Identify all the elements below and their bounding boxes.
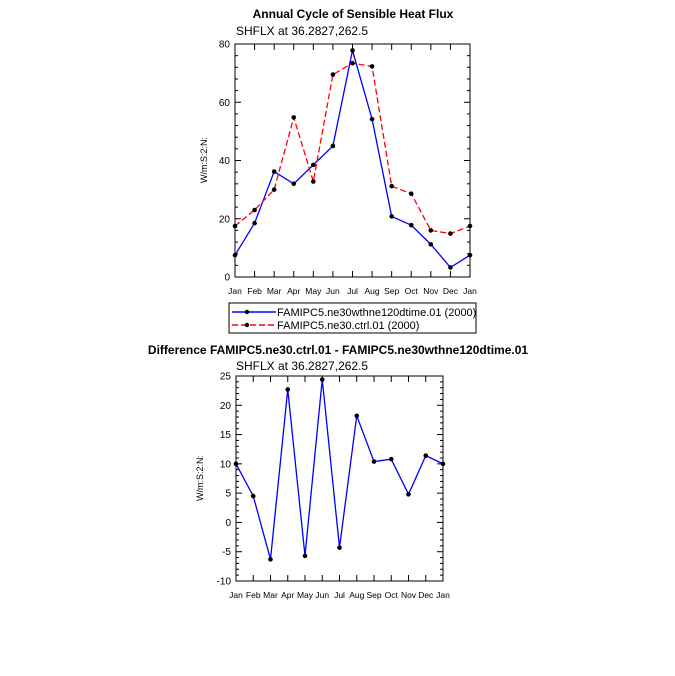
x-tick-label: Jan [229,590,243,600]
legend-label-series-2: FAMIPC5.ne30.ctrl.01 (2000) [277,320,419,332]
chart2-subtitle: SHFLX at 36.2827,262.5 [236,359,368,373]
series-line-1 [235,379,444,560]
chart1-subtitle: SHFLX at 36.2827,262.5 [236,24,368,38]
data-point [467,223,473,229]
x-tick-label: Sep [384,286,399,296]
x-tick-label: Mar [263,590,278,600]
chart2-frame [235,375,444,582]
data-point [232,223,238,229]
x-tick-label: Feb [247,286,262,296]
y-tick-label: 0 [224,273,230,284]
data-point [337,545,342,550]
x-tick-label: Feb [246,590,261,600]
data-point [271,187,277,192]
data-point [369,64,375,69]
legend-label-series-1: FAMIPC5.ne30wthne120dtime.01 (2000) [277,307,476,319]
data-point [350,48,355,53]
data-point [330,72,336,77]
data-point [440,461,446,467]
chart2-ylabel: W/m:S:2:N: [195,455,205,501]
data-point [330,143,336,149]
data-point [232,252,238,258]
data-point [271,169,277,174]
data-point [250,493,256,499]
data-point [423,453,429,458]
data-point [285,387,291,392]
x-tick-label: Nov [401,590,417,600]
y-tick-label: 20 [219,214,231,225]
data-point [302,553,308,559]
x-tick-label: Aug [349,590,364,600]
data-point [408,191,414,197]
chart1-ylabel: W/m:S:2:N: [199,137,209,183]
y-tick-label: 40 [219,156,231,167]
x-tick-label: Sep [366,590,381,600]
data-point [406,492,411,497]
y-tick-label: 10 [220,459,232,470]
annual-cycle-chart: Annual Cycle of Sensible Heat Flux SHFLX… [199,7,477,334]
data-point [291,181,297,187]
chart1-frame [234,43,471,278]
y-tick-label: -10 [217,577,232,588]
series-line-2 [234,62,471,235]
data-point [448,265,453,270]
data-point [428,242,434,247]
data-point [467,252,473,258]
data-point [354,413,360,419]
data-point [369,116,375,122]
data-point [350,60,355,66]
x-tick-label: Jun [326,286,340,296]
x-tick-label: Mar [267,286,282,296]
difference-chart: Difference FAMIPC5.ne30.ctrl.01 - FAMIPC… [148,343,528,600]
data-point [428,228,434,233]
x-tick-label: Jul [347,286,358,296]
y-tick-label: 15 [220,430,232,441]
data-point [319,377,325,382]
legend-entry-series-1: FAMIPC5.ne30wthne120dtime.01 (2000) [232,307,476,319]
data-point [311,162,316,168]
data-point [371,459,377,464]
data-point [291,115,297,120]
x-tick-label: Jan [228,286,242,296]
legend-entry-series-2: FAMIPC5.ne30.ctrl.01 (2000) [232,320,419,332]
x-tick-label: Dec [443,286,459,296]
x-tick-label: Jul [334,590,345,600]
y-tick-label: 80 [219,40,231,51]
chart1-title: Annual Cycle of Sensible Heat Flux [253,7,454,21]
x-tick-label: May [297,590,314,600]
x-tick-label: Apr [287,286,300,296]
data-point [252,207,257,213]
x-tick-label: Apr [281,590,294,600]
y-tick-label: 60 [219,98,231,109]
data-point [448,231,453,236]
data-point [389,214,394,219]
series-line-1 [234,50,471,269]
y-tick-label: 20 [220,401,232,412]
x-tick-label: Aug [365,286,380,296]
data-point [252,220,257,226]
chart1-legend: FAMIPC5.ne30wthne120dtime.01 (2000) FAMI… [228,302,477,334]
x-tick-label: Oct [385,590,399,600]
data-point [388,456,394,462]
x-tick-label: Jan [463,286,477,296]
data-point [408,222,414,228]
y-tick-label: 5 [225,489,231,500]
data-point [233,461,239,467]
x-tick-label: Jun [315,590,329,600]
data-point [268,557,273,562]
chart1-plot-area: 0 20 40 60 80 Jan Feb Mar Apr May Jun Jul Aug Sep Oct N… [219,40,477,297]
data-point [389,183,394,189]
x-tick-label: Jan [436,590,450,600]
y-tick-label: 25 [220,372,232,383]
x-tick-label: Nov [423,286,439,296]
data-point [311,179,316,184]
y-tick-label: 0 [225,518,231,529]
chart2-title: Difference FAMIPC5.ne30.ctrl.01 - FAMIPC… [148,343,528,357]
x-tick-label: May [305,286,322,296]
x-tick-label: Oct [405,286,419,296]
y-tick-label: -5 [222,547,231,558]
x-tick-label: Dec [418,590,434,600]
